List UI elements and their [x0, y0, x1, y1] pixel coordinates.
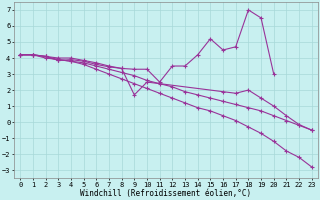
X-axis label: Windchill (Refroidissement éolien,°C): Windchill (Refroidissement éolien,°C): [80, 189, 252, 198]
